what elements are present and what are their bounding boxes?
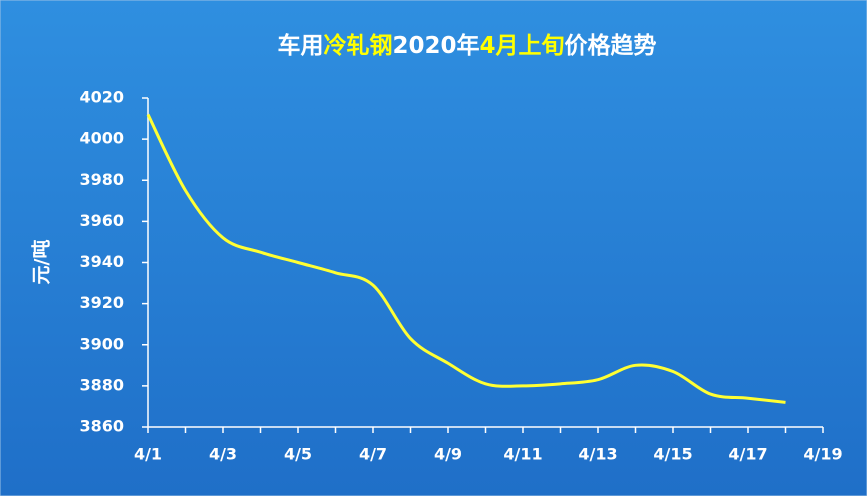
x-tick-label: 4/13 [578, 445, 617, 464]
x-tick-label: 4/9 [434, 445, 462, 464]
y-tick-label: 3960 [79, 211, 124, 230]
y-tick-label: 4020 [79, 88, 124, 107]
chart-title: 车用冷轧钢2020年4月上旬价格趋势 [277, 32, 656, 59]
y-tick-label: 3860 [79, 417, 124, 436]
x-tick-label: 4/1 [134, 445, 162, 464]
title-part: 车用 [277, 32, 323, 59]
y-tick-label: 4000 [79, 129, 124, 148]
y-axis-label: 元/吨 [30, 240, 53, 285]
y-tick-label: 3980 [79, 170, 124, 189]
y-tick-label: 3940 [79, 252, 124, 271]
x-tick-label: 4/5 [284, 445, 312, 464]
title-part: 冷轧钢 [323, 32, 392, 59]
y-tick-label: 3880 [79, 375, 124, 394]
title-part: 价格趋势 [565, 32, 657, 59]
x-tick-label: 4/7 [359, 445, 387, 464]
title-part: 4月上旬 [480, 33, 565, 59]
title-part: 2020年 [392, 32, 479, 59]
y-tick-label: 3900 [79, 334, 124, 353]
y-tick-label: 3920 [79, 293, 124, 312]
x-tick-label: 4/17 [728, 445, 767, 464]
x-tick-label: 4/3 [209, 445, 237, 464]
price-line [146, 113, 786, 404]
x-tick-label: 4/19 [803, 445, 842, 464]
x-tick-label: 4/11 [503, 445, 542, 464]
x-tick-label: 4/15 [653, 445, 692, 464]
